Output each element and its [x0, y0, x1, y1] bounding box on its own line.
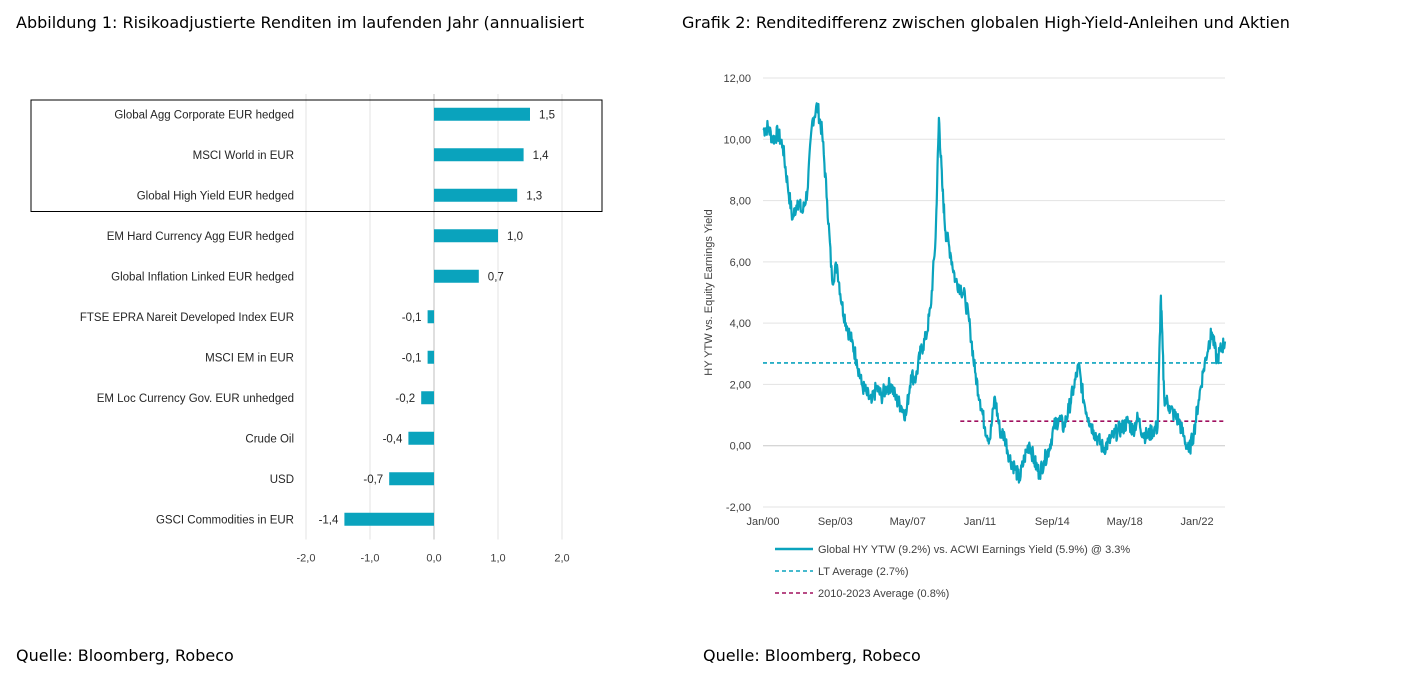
bar: [344, 512, 434, 526]
bar: [427, 350, 434, 364]
data-label: -0,2: [395, 393, 415, 405]
bar: [434, 269, 479, 283]
figure2-source: Quelle: Bloomberg, Robeco: [703, 646, 921, 665]
data-label: 1,5: [539, 109, 555, 121]
x-tick-label: -1,0: [361, 553, 380, 565]
bar: [434, 148, 524, 162]
y-tick-label: 12,00: [723, 73, 751, 85]
y-axis-label: HY YTW vs. Equity Earnings Yield: [703, 209, 715, 376]
bar: [434, 107, 530, 121]
y-tick-label: -2,00: [726, 502, 751, 514]
bar: [434, 229, 498, 243]
legend-label: LT Average (2.7%): [818, 566, 909, 578]
x-tick-label: -2,0: [297, 553, 316, 565]
x-tick-label: Sep/14: [1035, 516, 1070, 528]
bar: [421, 391, 434, 405]
category-label: Global High Yield EUR hedged: [137, 190, 294, 202]
bar: [408, 431, 434, 445]
data-label: 1,0: [507, 231, 523, 243]
y-tick-label: 2,00: [730, 379, 751, 391]
bar-chart: -2,0 -1,0 0,0 1,0 2,0 Global Agg Corporate EU…: [30, 94, 603, 565]
legend-label: 2010-2023 Average (0.8%): [818, 588, 949, 600]
x-tick-label: 2,0: [554, 553, 569, 565]
data-label: 1,4: [533, 150, 550, 162]
data-label: 0,7: [488, 271, 504, 283]
bar: [427, 310, 434, 324]
category-label: EM Hard Currency Agg EUR hedged: [107, 231, 294, 243]
category-label: Global Inflation Linked EUR hedged: [111, 271, 294, 283]
series-line: [762, 102, 1227, 484]
category-label: USD: [270, 474, 294, 486]
data-label: -0,1: [402, 352, 422, 364]
data-label: -0,1: [402, 312, 422, 324]
category-label: FTSE EPRA Nareit Developed Index EUR: [80, 312, 294, 324]
category-label: GSCI Commodities in EUR: [156, 514, 294, 526]
y-tick-label: 4,00: [730, 318, 751, 330]
bar: [389, 472, 434, 486]
category-label: Crude Oil: [245, 433, 294, 445]
y-tick-label: 8,00: [730, 196, 751, 208]
y-tick-label: 10,00: [723, 134, 751, 146]
figure1-title: Abbildung 1: Risikoadjustierte Renditen …: [16, 13, 585, 32]
y-tick-label: 6,00: [730, 257, 751, 269]
y-tick-label: 0,00: [730, 441, 751, 453]
data-label: 1,3: [526, 190, 542, 202]
data-label: -0,7: [363, 474, 383, 486]
category-label: EM Loc Currency Gov. EUR unhedged: [97, 393, 294, 405]
x-tick-label: Jan/00: [746, 516, 779, 528]
figure1-source: Quelle: Bloomberg, Robeco: [16, 646, 234, 665]
category-label: MSCI EM in EUR: [205, 352, 294, 364]
data-label: -0,4: [383, 433, 403, 445]
x-tick-label: 1,0: [490, 553, 505, 565]
x-tick-label: Jan/22: [1181, 516, 1214, 528]
highlight-box: [30, 99, 603, 212]
legend-label: Global HY YTW (9.2%) vs. ACWI Earnings Y…: [818, 544, 1130, 556]
bar: [434, 188, 518, 202]
data-label: -1,4: [319, 514, 339, 526]
x-tick-label: 0,0: [426, 553, 441, 565]
x-tick-label: Jan/11: [964, 516, 996, 528]
figure2-title: Grafik 2: Renditedifferenz zwischen glob…: [682, 13, 1290, 32]
x-tick-label: May/18: [1107, 516, 1143, 528]
x-tick-label: May/07: [890, 516, 926, 528]
category-label: Global Agg Corporate EUR hedged: [114, 109, 294, 121]
category-label: MSCI World in EUR: [193, 150, 294, 162]
line-chart: -2,00 0,00 2,00 4,00 6,00 8,00 10,00 12,00 Jan/0…: [703, 73, 1227, 600]
x-tick-label: Sep/03: [818, 516, 853, 528]
